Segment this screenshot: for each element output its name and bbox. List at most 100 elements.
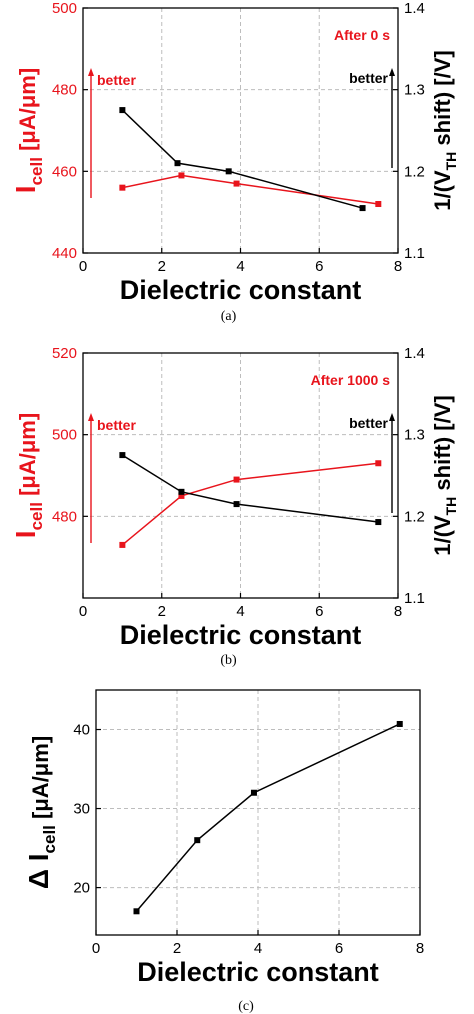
left-axis-label-unit: [μA/μm] [15, 413, 40, 502]
right-tick-label: 1.1 [404, 245, 425, 262]
better-label-right: better [349, 415, 388, 431]
data-point-left [178, 172, 185, 179]
left-tick-label: 440 [52, 245, 77, 262]
right-tick-label: 1.3 [404, 427, 425, 444]
left-axis-label-main: I [10, 185, 41, 193]
right-axis-label-sub: TH [443, 152, 459, 171]
better-label-right: better [349, 70, 388, 86]
x-tick-label: 6 [315, 603, 323, 620]
arrow-head [389, 413, 395, 421]
data-point-right [359, 205, 366, 212]
x-axis-label: Dielectric constant [120, 275, 362, 305]
left-axis-label-unit: [μA/μm] [15, 68, 40, 157]
right-tick-labels: 1.1 1.2 1.3 1.4 [393, 345, 425, 607]
data-point-left [375, 201, 382, 207]
x-tick-label: 2 [173, 940, 181, 957]
right-axis-label: 1/(VTH shift) [/V] [430, 395, 459, 555]
left-tick-label: 480 [52, 82, 77, 99]
x-tick-label: 2 [158, 258, 166, 275]
left-axis-label: Icell [μA/μm] [10, 68, 46, 193]
time-annotation: After 0 s [334, 27, 390, 43]
left-tick-label: 500 [52, 0, 77, 17]
x-tick-label: 6 [335, 940, 343, 957]
left-tick-labels: 20 30 40 [73, 722, 101, 897]
data-series [119, 452, 382, 548]
right-tick-label: 1.1 [404, 590, 425, 607]
left-tick-label: 460 [52, 163, 77, 180]
x-tick-label: 0 [79, 603, 87, 620]
series-line-left [122, 174, 379, 205]
data-point-left [194, 837, 201, 844]
right-tick-label: 1.4 [404, 345, 425, 362]
right-axis-label-pre: 1/(V [430, 170, 455, 211]
better-arrow-left [88, 68, 94, 198]
better-label-left: better [97, 72, 136, 88]
arrow-head [88, 68, 94, 76]
right-tick-label: 1.2 [404, 508, 425, 525]
chart-panel-a: better better After 0 s 0 2 4 6 8 440 460 480 5… [10, 0, 459, 324]
left-tick-label: 40 [73, 722, 90, 739]
chart-panel-c: 0 2 4 6 8 20 30 40 Dielectric constant Δ Icell… [23, 689, 424, 1014]
x-tick-label: 0 [79, 258, 87, 275]
better-label-left: better [97, 417, 136, 433]
data-point-right [375, 519, 382, 526]
x-tick-label: 8 [416, 940, 424, 957]
grid-lines [83, 8, 398, 253]
right-axis-label-post: shift) [/V] [430, 50, 455, 151]
right-tick-label: 1.2 [404, 163, 425, 180]
data-point-left [375, 460, 382, 467]
data-point-left [178, 492, 185, 499]
x-tick-label: 6 [315, 258, 323, 275]
left-tick-label: 30 [73, 801, 90, 818]
right-tick-labels: 1.1 1.2 1.3 1.4 [393, 0, 425, 262]
data-point-left [119, 541, 126, 548]
left-axis-label-sub: cell [27, 502, 46, 530]
x-tick-labels: 0 2 4 6 8 [92, 930, 424, 957]
right-axis-label: 1/(VTH shift) [/V] [430, 50, 459, 210]
left-tick-labels: 480 500 520 [52, 345, 88, 525]
series-line-left [121, 462, 379, 546]
left-axis-label-sub: cell [27, 157, 46, 185]
data-series [133, 720, 403, 915]
left-tick-labels: 440 460 480 500 [52, 0, 88, 262]
series-line-left [135, 723, 401, 912]
left-axis-label-sub: cell [40, 825, 59, 853]
arrow-head [88, 413, 94, 421]
panel-caption: (b) [220, 653, 237, 668]
right-tick-label: 1.4 [404, 0, 425, 17]
left-tick-label: 500 [52, 427, 77, 444]
data-series [119, 107, 382, 212]
better-arrow-left [88, 413, 94, 543]
data-point-left [233, 476, 240, 483]
x-axis-label: Dielectric constant [137, 957, 379, 987]
x-tick-label: 2 [158, 603, 166, 620]
data-point-left [250, 789, 257, 796]
left-axis-label-unit: [μA/μm] [28, 736, 53, 825]
better-arrow-right [389, 413, 395, 513]
data-point-left [133, 908, 140, 915]
left-axis-label: Icell [μA/μm] [10, 413, 46, 538]
arrow-head [389, 68, 395, 76]
x-tick-label: 4 [236, 258, 244, 275]
left-tick-label: 20 [73, 880, 90, 897]
panel-caption: (c) [238, 999, 254, 1014]
data-point-right [233, 501, 240, 508]
x-tick-label: 0 [92, 940, 100, 957]
series-line-right [121, 454, 379, 523]
x-tick-label: 8 [394, 258, 402, 275]
series-line-right [121, 109, 363, 209]
x-tick-labels: 0 2 4 6 8 [79, 248, 402, 275]
better-arrow-right [389, 68, 395, 168]
data-point-left [119, 184, 126, 191]
chart-panel-b: better better After 1000 s 0 2 4 6 8 480 500 5… [10, 345, 459, 668]
x-tick-label: 4 [236, 603, 244, 620]
grid-lines [83, 353, 398, 598]
x-tick-label: 4 [254, 940, 262, 957]
right-axis-label-sub: TH [443, 497, 459, 516]
left-tick-label: 480 [52, 508, 77, 525]
left-axis-label: Δ Icell [μA/μm] [23, 736, 59, 889]
data-point-right [119, 107, 126, 114]
grid-lines [96, 690, 420, 935]
left-tick-label: 520 [52, 345, 77, 362]
